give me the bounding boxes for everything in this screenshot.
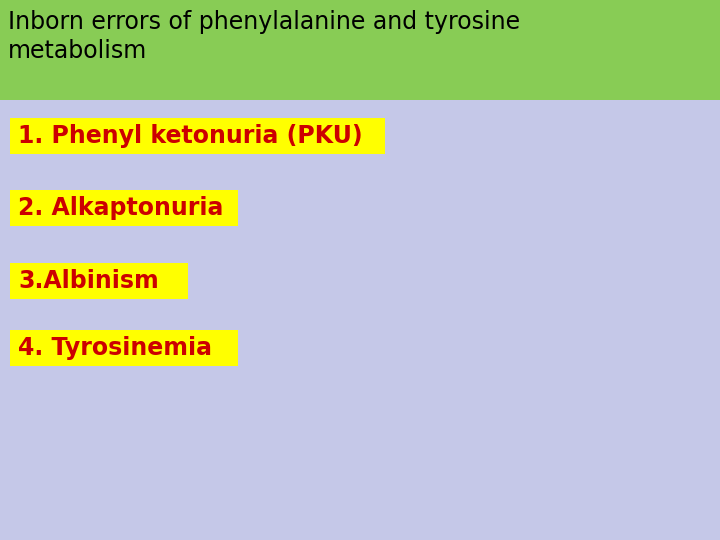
Text: Inborn errors of phenylalanine and tyrosine
metabolism: Inborn errors of phenylalanine and tyros… bbox=[8, 10, 520, 63]
Bar bbox=[0, 0, 720, 100]
Text: 1. Phenyl ketonuria (PKU): 1. Phenyl ketonuria (PKU) bbox=[18, 124, 363, 148]
Bar bbox=[10, 330, 238, 366]
Text: 4. Tyrosinemia: 4. Tyrosinemia bbox=[18, 336, 212, 360]
Bar bbox=[10, 190, 238, 226]
Text: 2. Alkaptonuria: 2. Alkaptonuria bbox=[18, 196, 223, 220]
Bar bbox=[10, 118, 385, 154]
Bar bbox=[10, 263, 188, 299]
Text: 3.Albinism: 3.Albinism bbox=[18, 269, 158, 293]
